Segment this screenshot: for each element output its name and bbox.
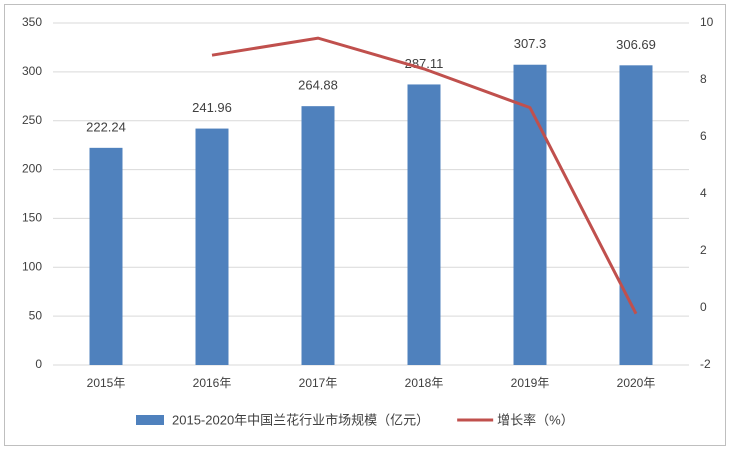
y-tick-label: 350 <box>22 15 42 29</box>
legend-swatch <box>136 415 164 425</box>
x-tick-label: 2018年 <box>405 376 444 390</box>
y-tick-label: 200 <box>22 162 42 176</box>
data-label: 264.88 <box>298 78 338 93</box>
x-tick-label: 2016年 <box>193 376 232 390</box>
x-tick-label: 2019年 <box>511 376 550 390</box>
bar <box>301 106 335 365</box>
bar <box>195 128 229 365</box>
y2-tick-label: 10 <box>700 15 714 29</box>
x-tick-label: 2020年 <box>617 376 656 390</box>
bar <box>89 147 123 365</box>
bar <box>513 64 547 365</box>
y2-tick-label: 2 <box>700 243 707 257</box>
x-tick-label: 2015年 <box>87 376 126 390</box>
data-label: 307.3 <box>514 36 547 51</box>
y2-tick-label: 0 <box>700 300 707 314</box>
y-tick-label: 250 <box>22 113 42 127</box>
x-tick-label: 2017年 <box>299 376 338 390</box>
bar <box>407 84 441 365</box>
y2-tick-label: -2 <box>700 357 711 371</box>
y2-tick-label: 8 <box>700 72 707 86</box>
y-tick-label: 50 <box>29 308 43 322</box>
y-tick-label: 300 <box>22 64 42 78</box>
y-tick-label: 0 <box>35 357 42 371</box>
data-label: 241.96 <box>192 100 232 115</box>
y-tick-label: 150 <box>22 211 42 225</box>
chart-frame <box>4 4 726 446</box>
legend-label: 2015-2020年中国兰花行业市场规模（亿元） <box>172 412 429 427</box>
data-label: 222.24 <box>86 119 126 134</box>
y-tick-label: 100 <box>22 259 42 273</box>
bar <box>619 65 653 365</box>
data-label: 306.69 <box>616 37 656 52</box>
legend-label: 增长率（%） <box>497 412 574 427</box>
line <box>211 36 638 315</box>
y2-tick-label: 6 <box>700 129 707 143</box>
y2-tick-label: 4 <box>700 186 707 200</box>
